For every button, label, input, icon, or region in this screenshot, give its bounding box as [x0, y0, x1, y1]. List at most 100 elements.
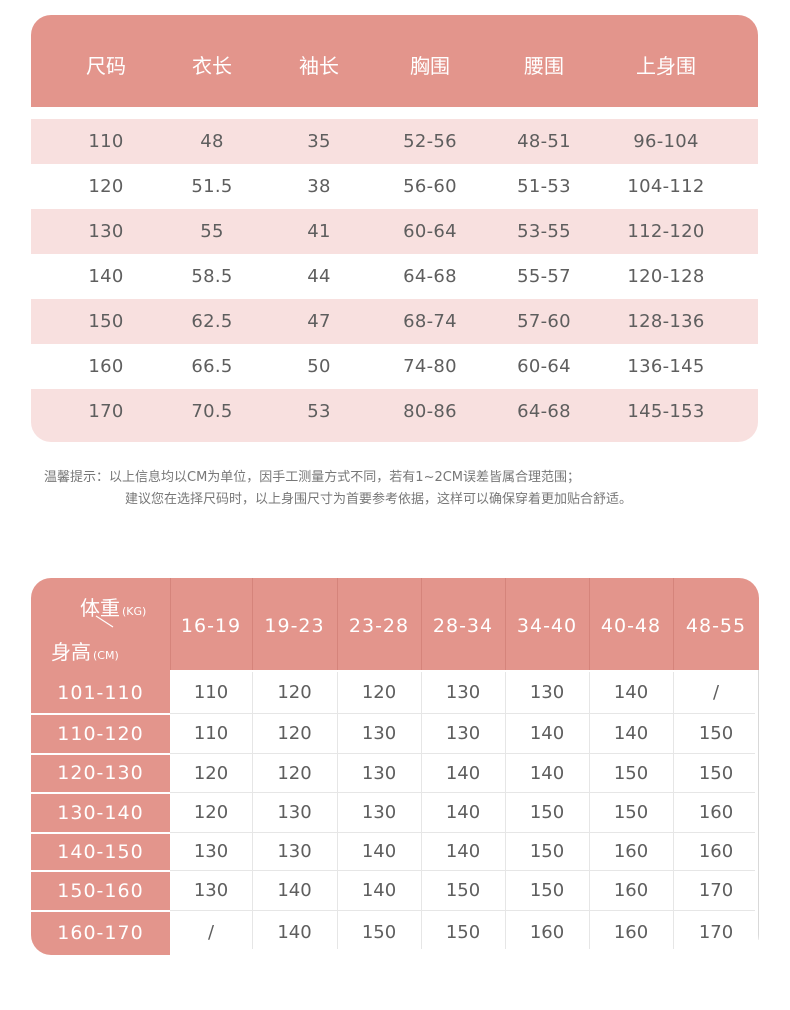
- size-cell: 55: [200, 221, 224, 242]
- row-header-divider: [31, 910, 170, 912]
- row-header-divider: [31, 792, 170, 794]
- size-recommendation-cell: 130: [361, 723, 397, 744]
- height-range-header: 140-150: [57, 841, 144, 863]
- size-cell: 44: [307, 266, 331, 287]
- row-header-divider: [31, 870, 170, 872]
- size-recommendation-cell: 150: [529, 880, 565, 901]
- grid-line-v: [505, 672, 506, 949]
- table-right-border: [758, 670, 759, 940]
- grid-line-v: [421, 672, 422, 949]
- size-recommendation-cell: 120: [193, 763, 229, 784]
- size-cell: 47: [307, 311, 331, 332]
- size-recommendation-cell: 130: [529, 682, 565, 703]
- size-recommendation-cell: 120: [277, 723, 312, 744]
- grid-line-h: [170, 753, 755, 754]
- size-recommendation-cell: 150: [698, 723, 734, 744]
- size-row: 110 48 35 52-56 48-51 96-104: [31, 119, 758, 164]
- size-recommendation-cell: /: [207, 922, 215, 943]
- size-cell: 56-60: [403, 176, 457, 197]
- size-recommendation-cell: 110: [193, 682, 229, 703]
- size-row: 170 70.5 53 80-86 64-68 145-153: [31, 389, 758, 442]
- size-recommendation-cell: 110: [193, 723, 229, 744]
- weight-range-header: 28-34: [432, 615, 494, 637]
- size-cell: 57-60: [517, 311, 571, 332]
- height-label: 身高 (CM): [51, 640, 119, 664]
- size-cell: 112-120: [627, 221, 705, 242]
- size-header-5: 上身围: [636, 54, 696, 78]
- size-row: 150 62.5 47 68-74 57-60 128-136: [31, 299, 758, 344]
- size-recommendation-cell: 130: [193, 841, 229, 862]
- weight-height-table: 体重 (KG) 身高 (CM) 16-19 19-23 23-28 28-34 34-40 4…: [31, 578, 759, 955]
- size-recommendation-cell: 130: [445, 682, 481, 703]
- size-recommendation-cell: 120: [277, 682, 312, 703]
- size-cell: 160: [88, 356, 124, 377]
- size-cell: 80-86: [403, 401, 457, 422]
- size-recommendation-cell: 150: [361, 922, 397, 943]
- grid-line-h: [170, 713, 755, 714]
- size-cell: 170: [88, 401, 124, 422]
- size-recommendation-cell: 120: [277, 763, 312, 784]
- size-cell: 55-57: [517, 266, 571, 287]
- grid-line-h: [170, 910, 755, 911]
- header-divider: [673, 578, 674, 670]
- size-cell: 145-153: [627, 401, 705, 422]
- size-table-header: 尺码 衣长 袖长 胸围 腰围 上身围: [31, 15, 758, 107]
- weight-range-header: 34-40: [516, 615, 578, 637]
- size-recommendation-cell: 170: [698, 880, 734, 901]
- grid-line-v: [337, 672, 338, 949]
- size-recommendation-cell: 130: [277, 802, 312, 823]
- size-recommendation-cell: 140: [445, 763, 481, 784]
- row-header-divider: [31, 832, 170, 834]
- size-row: 130 55 41 60-64 53-55 112-120: [31, 209, 758, 254]
- size-recommendation-cell: 160: [613, 841, 649, 862]
- weight-range-header: 19-23: [264, 615, 325, 637]
- size-cell: 120: [88, 176, 124, 197]
- size-recommendation-cell: 150: [529, 802, 565, 823]
- corner-cell: 体重 (KG) 身高 (CM): [31, 578, 170, 670]
- size-recommendation-cell: /: [712, 682, 720, 703]
- size-cell: 110: [88, 131, 124, 152]
- size-header-4: 腰围: [524, 54, 564, 78]
- size-recommendation-cell: 170: [698, 922, 734, 943]
- size-cell: 50: [307, 356, 331, 377]
- size-recommendation-cell: 140: [445, 802, 481, 823]
- size-recommendation-cell: 160: [698, 802, 734, 823]
- size-recommendation-cell: 160: [613, 880, 649, 901]
- height-range-header: 130-140: [57, 802, 144, 824]
- size-cell: 128-136: [627, 311, 705, 332]
- size-header-0: 尺码: [86, 54, 126, 78]
- size-row: 120 51.5 38 56-60 51-53 104-112: [31, 164, 758, 209]
- size-recommendation-cell: 140: [361, 880, 397, 901]
- grid-line-v: [589, 672, 590, 949]
- size-cell: 60-64: [403, 221, 457, 242]
- row-header-divider: [31, 753, 170, 755]
- size-header-1: 衣长: [192, 54, 232, 78]
- size-recommendation-cell: 120: [193, 802, 229, 823]
- size-recommendation-cell: 160: [698, 841, 734, 862]
- size-cell: 120-128: [627, 266, 705, 287]
- size-cell: 41: [307, 221, 331, 242]
- grid-line-h: [170, 792, 755, 793]
- weight-range-header: 40-48: [600, 615, 662, 637]
- size-cell: 52-56: [403, 131, 457, 152]
- size-table: 尺码 衣长 袖长 胸围 腰围 上身围 110 48 35 52-56 48-51 96-104 120…: [31, 15, 758, 442]
- header-divider: [505, 578, 506, 670]
- size-recommendation-cell: 130: [361, 802, 397, 823]
- size-recommendation-cell: 140: [361, 841, 397, 862]
- size-cell: 74-80: [403, 356, 457, 377]
- size-cell: 70.5: [191, 401, 233, 422]
- size-cell: 64-68: [517, 401, 571, 422]
- height-range-header: 150-160: [57, 880, 144, 902]
- size-recommendation-cell: 160: [529, 922, 565, 943]
- size-cell: 68-74: [403, 311, 457, 332]
- size-cell: 104-112: [627, 176, 705, 197]
- size-cell: 60-64: [517, 356, 571, 377]
- size-cell: 140: [88, 266, 124, 287]
- size-cell: 136-145: [627, 356, 705, 377]
- header-divider: [170, 578, 171, 670]
- size-cell: 51.5: [191, 176, 233, 197]
- size-row: 140 58.5 44 64-68 55-57 120-128: [31, 254, 758, 299]
- size-recommendation-cell: 150: [529, 841, 565, 862]
- size-recommendation-cell: 160: [613, 922, 649, 943]
- size-cell: 64-68: [403, 266, 457, 287]
